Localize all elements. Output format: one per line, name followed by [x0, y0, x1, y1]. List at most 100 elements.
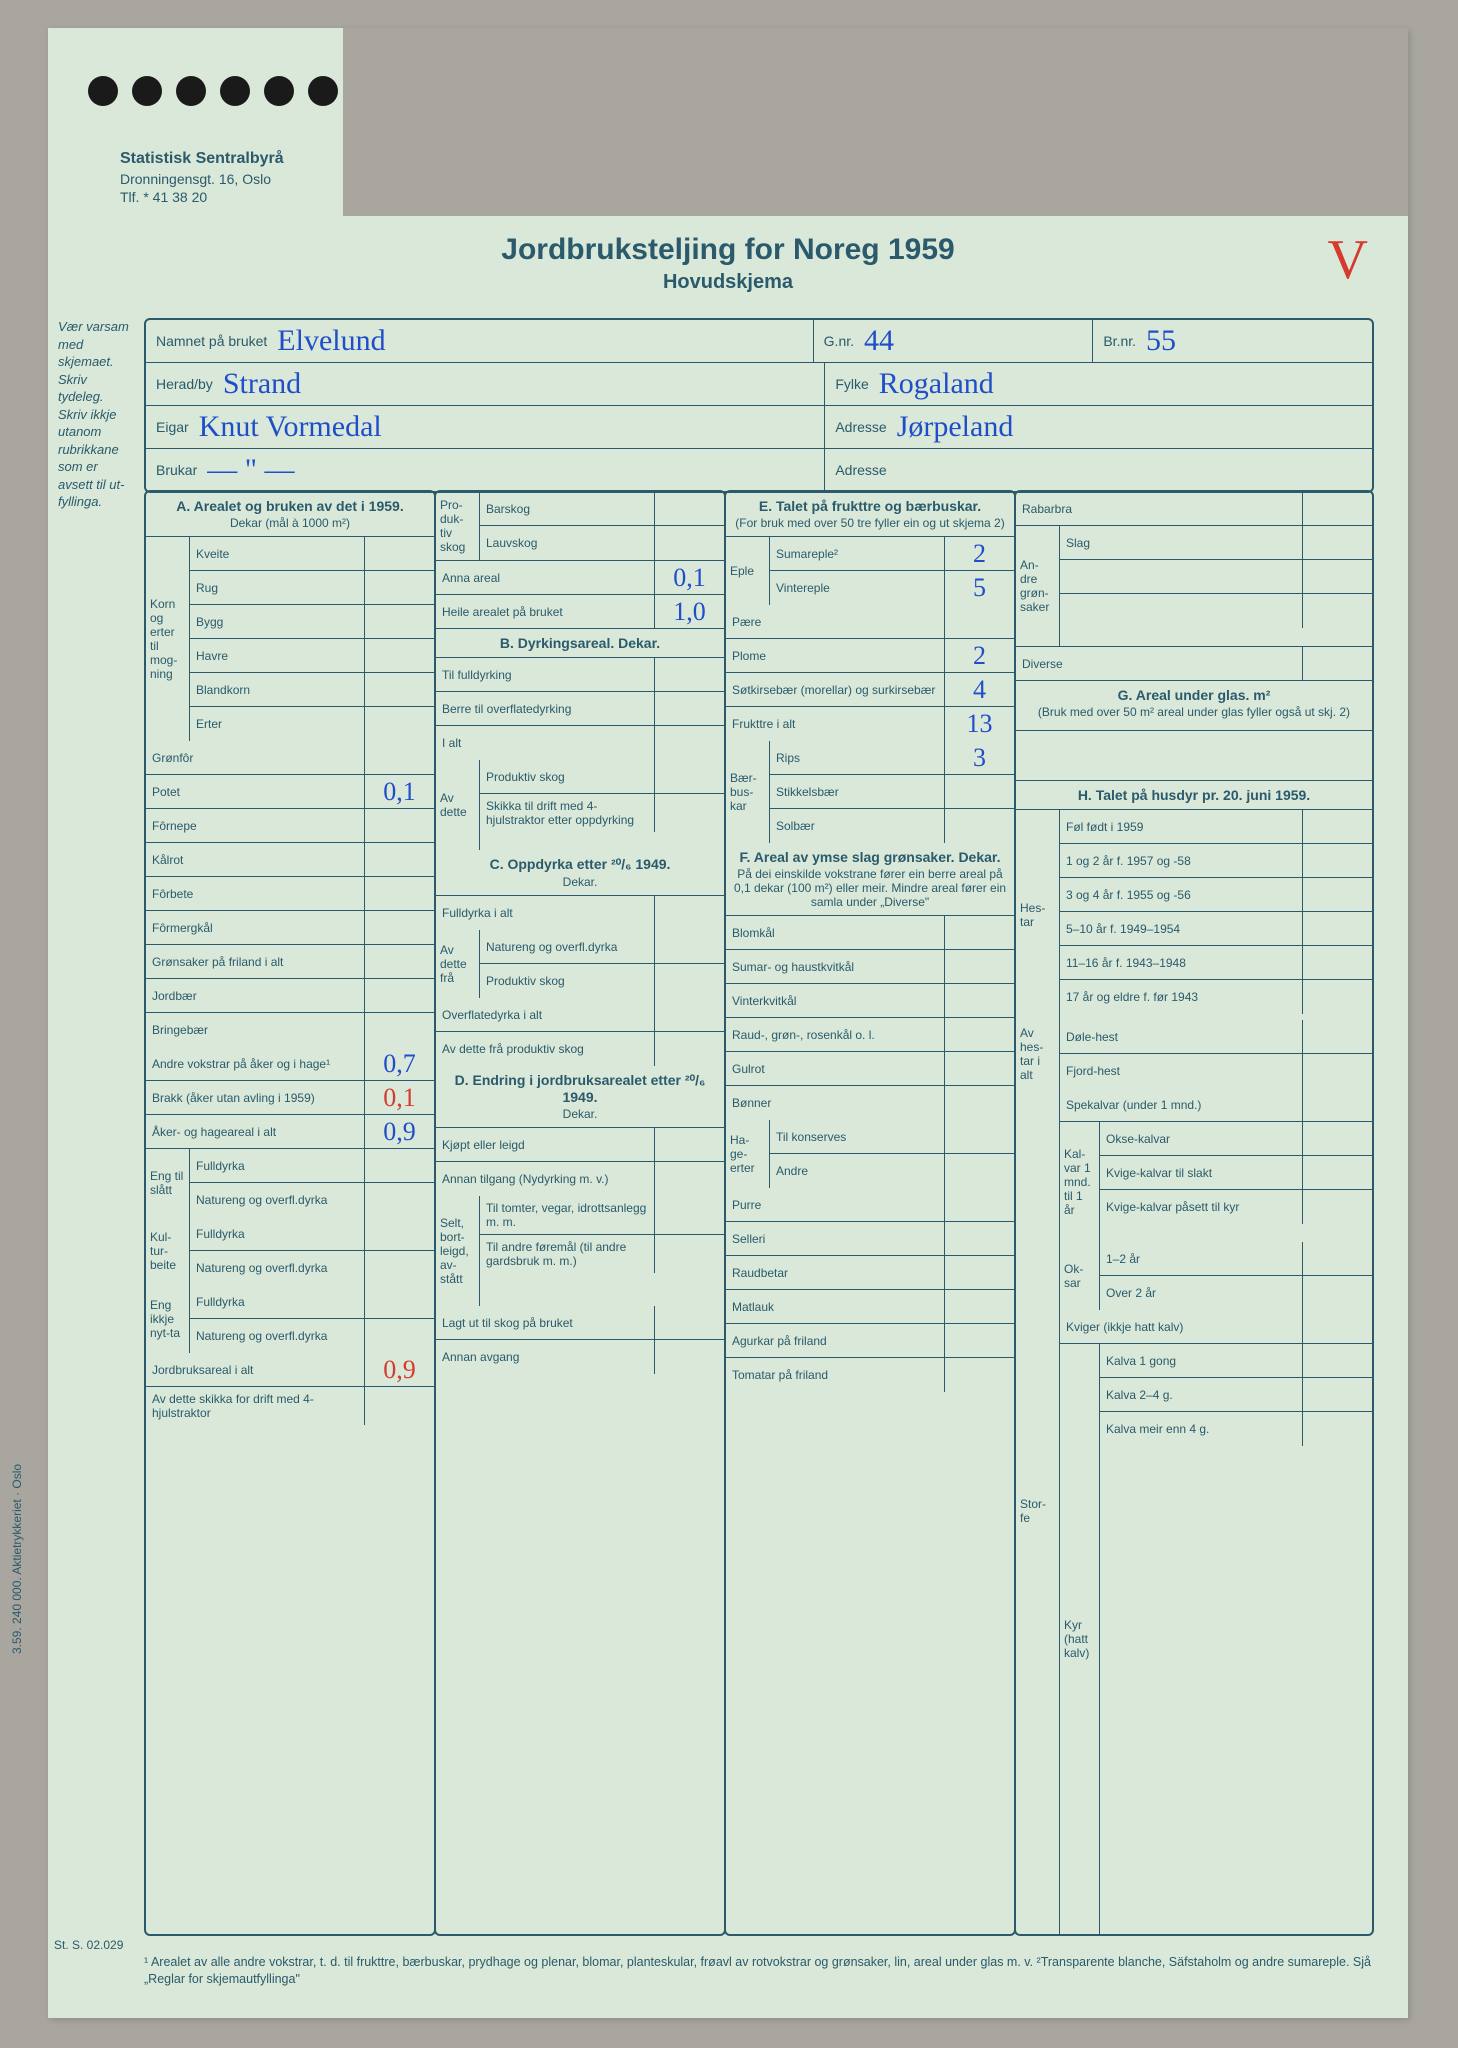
row-value[interactable]: [364, 843, 434, 876]
row-value[interactable]: [654, 760, 724, 793]
field-gnr[interactable]: 44: [864, 326, 894, 356]
row-value[interactable]: [654, 1306, 724, 1339]
row-value[interactable]: [364, 571, 434, 604]
field-brnr[interactable]: 55: [1146, 326, 1176, 356]
row-value[interactable]: [944, 1052, 1014, 1085]
val-spek[interactable]: [1302, 1088, 1372, 1121]
row-value[interactable]: [654, 658, 724, 691]
row-label: Rug: [190, 571, 364, 604]
row-value[interactable]: [364, 1285, 434, 1318]
row-value[interactable]: [944, 1222, 1014, 1255]
row-value[interactable]: [1302, 844, 1372, 877]
field-adr1[interactable]: Jørpeland: [897, 412, 1014, 442]
row-value[interactable]: [1302, 878, 1372, 911]
row-value[interactable]: [1302, 912, 1372, 945]
row-value[interactable]: [654, 1162, 724, 1196]
val-anna[interactable]: 0,1: [654, 561, 724, 594]
val-andre[interactable]: 0,7: [364, 1047, 434, 1080]
val-potet[interactable]: 0,1: [364, 775, 434, 808]
row-value[interactable]: [364, 537, 434, 570]
lab-spek: Spekalvar (under 1 mnd.): [1060, 1088, 1302, 1121]
row-value[interactable]: [1302, 1412, 1372, 1446]
field-eigar[interactable]: Knut Vormedal: [199, 412, 382, 442]
row-value[interactable]: 5: [944, 571, 1014, 605]
row-value[interactable]: [654, 1128, 724, 1161]
row-value[interactable]: [654, 896, 724, 930]
val-div[interactable]: [1302, 647, 1372, 680]
row-value[interactable]: [654, 1032, 724, 1066]
row-value[interactable]: 13: [944, 707, 1014, 741]
row-value[interactable]: [654, 998, 724, 1031]
row-value[interactable]: [1302, 1020, 1372, 1053]
row-value[interactable]: [1302, 1054, 1372, 1088]
row-value[interactable]: [654, 794, 724, 832]
val-aker[interactable]: 0,9: [364, 1115, 434, 1148]
row-value[interactable]: [944, 916, 1014, 949]
row-value[interactable]: [1302, 1122, 1372, 1155]
field-namn[interactable]: Elvelund: [277, 326, 385, 356]
row-value[interactable]: [364, 1013, 434, 1047]
row-value[interactable]: 3: [944, 741, 1014, 774]
row-value[interactable]: [1302, 810, 1372, 843]
row-value[interactable]: [944, 984, 1014, 1017]
field-fylke[interactable]: Rogaland: [879, 369, 994, 399]
row-value[interactable]: [364, 1251, 434, 1285]
row-value[interactable]: [1302, 980, 1372, 1014]
row-value[interactable]: [364, 809, 434, 842]
val-kviger[interactable]: [1302, 1310, 1372, 1343]
row-value[interactable]: [944, 1154, 1014, 1188]
row-value[interactable]: [654, 726, 724, 760]
row-value[interactable]: [1302, 946, 1372, 979]
row-value[interactable]: [654, 1340, 724, 1374]
row-value[interactable]: [1302, 1378, 1372, 1411]
row-value[interactable]: 4: [944, 673, 1014, 706]
val-brakk[interactable]: 0,1: [364, 1081, 434, 1114]
row-value[interactable]: [944, 1324, 1014, 1357]
row-value[interactable]: [364, 911, 434, 944]
val-glas[interactable]: [1016, 731, 1372, 780]
row-value[interactable]: [654, 1235, 724, 1273]
row-value[interactable]: [364, 639, 434, 672]
row-value[interactable]: [364, 673, 434, 706]
row-value[interactable]: [944, 1120, 1014, 1153]
row-value[interactable]: [364, 945, 434, 978]
row-value[interactable]: [944, 1018, 1014, 1051]
row-value[interactable]: [364, 1319, 434, 1353]
row-value[interactable]: [364, 707, 434, 741]
row-value[interactable]: [364, 1149, 434, 1182]
row-value[interactable]: [654, 692, 724, 725]
row-value[interactable]: [364, 1183, 434, 1217]
row-value[interactable]: [944, 1188, 1014, 1221]
row-value[interactable]: [364, 605, 434, 638]
row-value[interactable]: [944, 1358, 1014, 1392]
row-value[interactable]: [944, 775, 1014, 808]
val-jord[interactable]: 0,9: [364, 1353, 434, 1386]
row-value[interactable]: [364, 877, 434, 910]
val-heile[interactable]: 1,0: [654, 595, 724, 628]
val-bar[interactable]: [654, 492, 724, 525]
row-value[interactable]: [944, 950, 1014, 983]
val-lauv[interactable]: [654, 526, 724, 560]
row-value[interactable]: 2: [944, 537, 1014, 570]
row-value[interactable]: [944, 809, 1014, 843]
row-value[interactable]: [944, 1086, 1014, 1120]
row-value[interactable]: [654, 1196, 724, 1234]
row-value[interactable]: [654, 930, 724, 963]
row-value[interactable]: [1302, 1242, 1372, 1275]
row-value[interactable]: [1302, 1276, 1372, 1310]
row-value[interactable]: [364, 979, 434, 1012]
row-value[interactable]: [1302, 1344, 1372, 1377]
row-value[interactable]: [1302, 1190, 1372, 1224]
row-value[interactable]: [944, 605, 1014, 638]
row-value[interactable]: [1302, 1156, 1372, 1189]
val-rab[interactable]: [1302, 492, 1372, 525]
row-value[interactable]: [944, 1256, 1014, 1289]
val-avdette[interactable]: [364, 1387, 434, 1425]
val-gronfor[interactable]: [364, 741, 434, 774]
row-value[interactable]: [364, 1217, 434, 1250]
row-value[interactable]: [654, 964, 724, 998]
field-herad[interactable]: Strand: [223, 369, 301, 399]
row-value[interactable]: [944, 1290, 1014, 1323]
row-value[interactable]: 2: [944, 639, 1014, 672]
field-brukar[interactable]: — " —: [207, 455, 294, 485]
